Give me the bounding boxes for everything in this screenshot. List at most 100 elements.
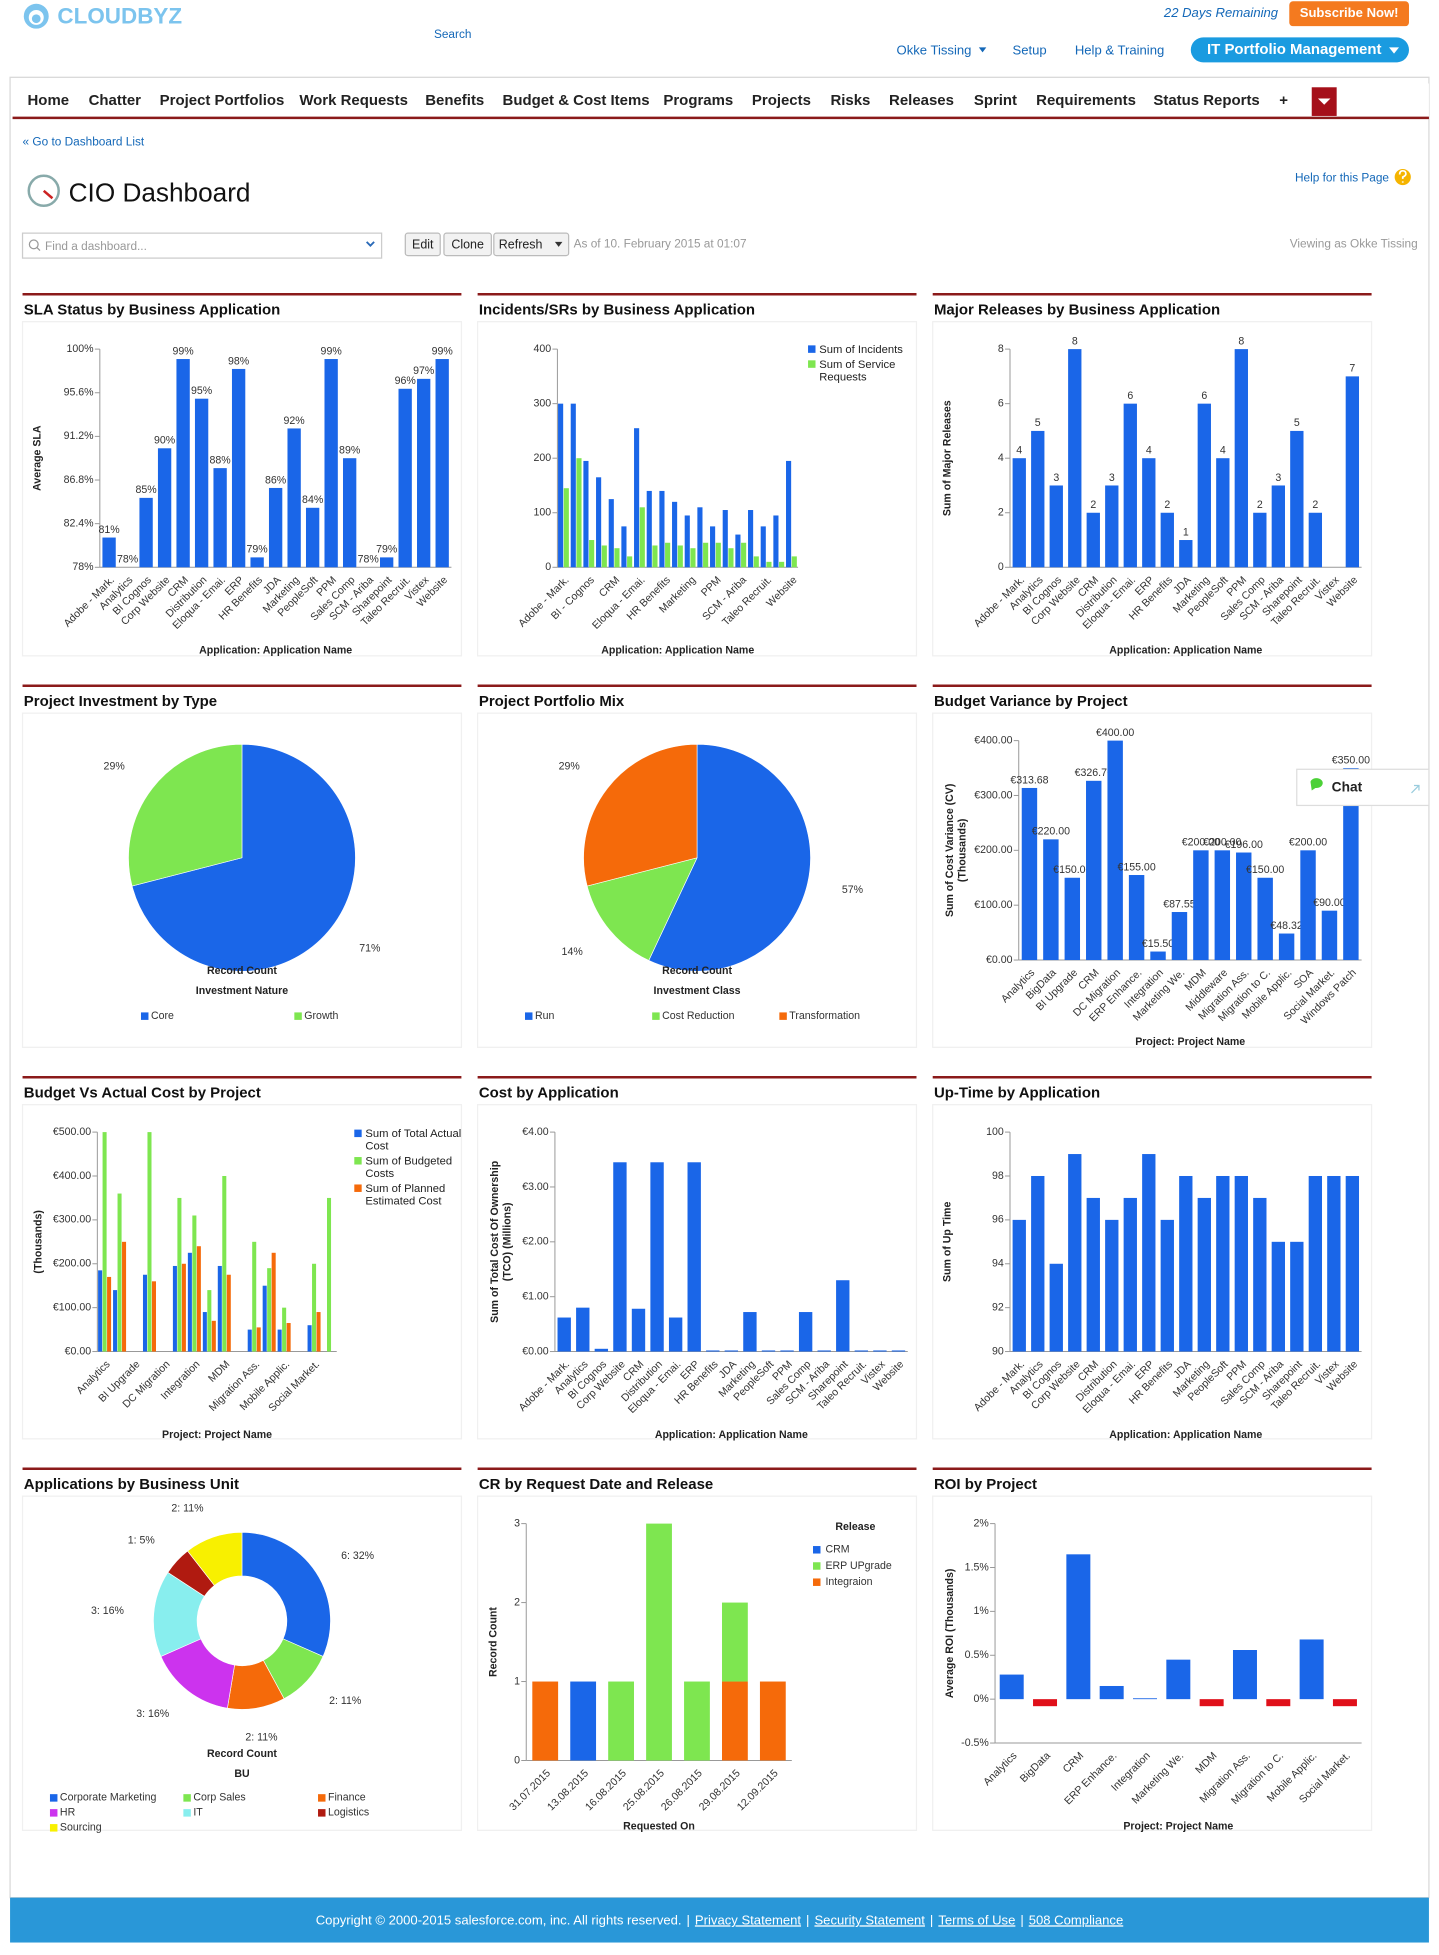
refresh-button[interactable]	[493, 232, 570, 257]
help-page-link[interactable]: Help for this Page	[1295, 170, 1389, 184]
edit-button[interactable]	[404, 232, 441, 257]
user-menu[interactable]: Okke Tissing	[897, 43, 972, 58]
bar	[672, 501, 678, 568]
footer-link[interactable]: 508 Compliance	[1029, 1913, 1124, 1928]
legend-swatch	[808, 345, 816, 353]
panel-body	[476, 712, 918, 1048]
bar	[627, 556, 633, 568]
nav-tab[interactable]: +	[1279, 92, 1288, 109]
bar	[659, 490, 665, 568]
panel-body	[932, 712, 1373, 1048]
footer-separator: |	[1020, 1913, 1023, 1928]
data-label: €196.00	[1225, 839, 1263, 851]
nav-tab[interactable]: Risks	[830, 92, 870, 109]
back-link[interactable]: « Go to Dashboard List	[23, 134, 145, 148]
button-label[interactable]: Refresh	[499, 237, 543, 251]
nav-tab[interactable]: Home	[28, 92, 70, 109]
data-label: 3	[1053, 472, 1059, 484]
chat-icon	[1310, 778, 1323, 791]
copyright: Copyright © 2000-2015 salesforce.com, in…	[316, 1913, 682, 1928]
bar	[307, 1325, 312, 1352]
bar	[1012, 1219, 1026, 1352]
chat-label[interactable]: Chat	[1332, 780, 1363, 795]
bar	[176, 359, 190, 568]
data-label: 2	[1090, 499, 1096, 511]
bar	[1166, 1659, 1191, 1700]
y-axis-title: Sum of Cost Variance (CV)	[944, 784, 956, 917]
setup-link[interactable]: Setup	[1013, 43, 1047, 58]
button-label[interactable]: Clone	[451, 237, 484, 251]
help-icon[interactable]	[1394, 168, 1411, 186]
nav-tab[interactable]: Project Portfolios	[160, 92, 285, 109]
viewing-as: Viewing as Okke Tissing	[1290, 237, 1418, 251]
nav-tab[interactable]: Budget & Cost Items	[503, 92, 650, 109]
bar	[217, 1265, 222, 1352]
app-name[interactable]: IT Portfolio Management	[1207, 41, 1381, 58]
y-tick-label: 100	[986, 1126, 1004, 1138]
nav-tab[interactable]: Status Reports	[1153, 92, 1259, 109]
legend-title: Release	[835, 1521, 875, 1533]
pie-slice	[241, 1532, 331, 1657]
data-label: €155.00	[1117, 861, 1155, 873]
app-switcher[interactable]	[1190, 37, 1409, 63]
bar	[583, 460, 589, 568]
search-link[interactable]: Search	[434, 27, 471, 41]
chart-title: CR by Request Date and Release	[479, 1476, 713, 1493]
footer-link[interactable]: Terms of Use	[938, 1913, 1015, 1928]
bar	[1327, 1175, 1341, 1352]
nav-tab[interactable]: Benefits	[425, 92, 484, 109]
subscribe-button[interactable]	[1289, 1, 1409, 27]
bar	[668, 1317, 683, 1352]
bar	[621, 526, 627, 568]
y-tick-label: €400.00	[974, 734, 1012, 746]
clone-button[interactable]	[443, 232, 492, 257]
footer-link[interactable]: Security Statement	[814, 1913, 925, 1928]
subscribe-label[interactable]: Subscribe Now!	[1300, 5, 1399, 20]
data-label: 7	[1349, 363, 1355, 375]
slice-label: 2: 11%	[171, 1503, 204, 1515]
bar	[1068, 1154, 1082, 1352]
bar	[151, 1281, 156, 1352]
bar	[665, 542, 671, 568]
chart-title: Up-Time by Application	[934, 1084, 1100, 1101]
bar	[589, 540, 595, 568]
nav-tab[interactable]: Projects	[752, 92, 811, 109]
y-tick-label: €0.00	[65, 1345, 92, 1357]
nav-tab[interactable]: Chatter	[89, 92, 142, 109]
legend-label: Cost Reduction	[662, 1010, 734, 1022]
legend-swatch	[813, 1578, 821, 1586]
nav-tab[interactable]: Work Requests	[299, 92, 408, 109]
nav-tab[interactable]: Sprint	[974, 92, 1017, 109]
y-tick-label: 0%	[974, 1693, 990, 1705]
bar	[327, 1197, 332, 1352]
legend-label: Integraion	[825, 1576, 872, 1588]
nav-tab[interactable]: Programs	[663, 92, 733, 109]
nav-tab[interactable]: Requirements	[1036, 92, 1136, 109]
y-axis-title: (Thousands)	[33, 1210, 45, 1273]
slice-label: 1: 5%	[128, 1534, 156, 1546]
bar	[194, 398, 209, 568]
legend-swatch	[140, 1012, 149, 1020]
y-tick-label: 6	[998, 397, 1004, 409]
bar	[226, 1274, 231, 1352]
legend-label: Sum of Total Actual Cost	[365, 1127, 462, 1153]
panel-body	[932, 1104, 1373, 1440]
bar	[1105, 485, 1119, 568]
bar	[247, 1329, 252, 1352]
data-label: €150.00	[1053, 864, 1091, 876]
legend-item: Sum of Total Actual Cost	[354, 1127, 466, 1152]
data-label: 78%	[117, 554, 139, 566]
bar	[1345, 376, 1360, 568]
button-label[interactable]: Edit	[412, 237, 434, 251]
footer-link[interactable]: Privacy Statement	[695, 1913, 801, 1928]
help-link[interactable]: Help & Training	[1075, 43, 1164, 58]
y-tick-label: €100.00	[974, 899, 1012, 911]
bar	[147, 1132, 152, 1352]
data-label: 79%	[247, 544, 269, 556]
bar	[563, 488, 569, 568]
find-dashboard-input[interactable]	[21, 232, 383, 259]
bar	[999, 1674, 1024, 1700]
bar	[1150, 951, 1166, 961]
nav-tab[interactable]: Releases	[889, 92, 954, 109]
bar	[1107, 740, 1123, 961]
